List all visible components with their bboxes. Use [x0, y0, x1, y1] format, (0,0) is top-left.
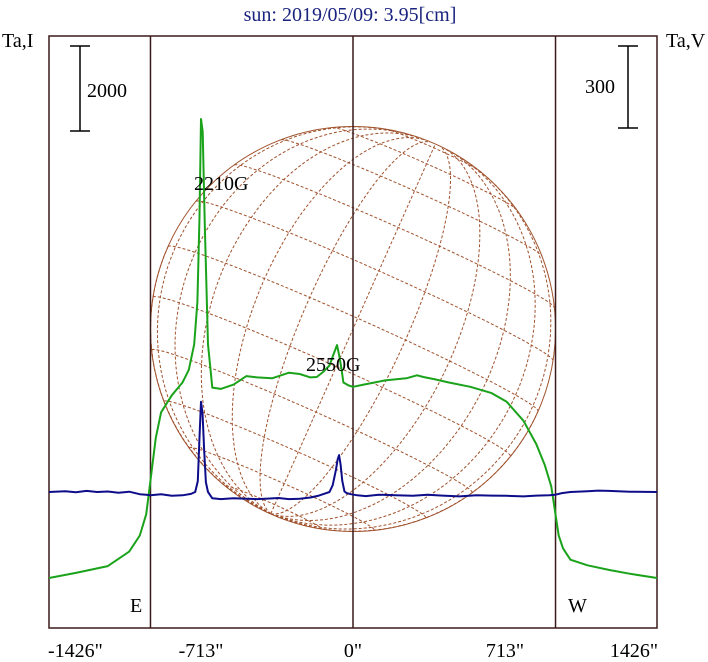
- latitude-line: [281, 139, 542, 256]
- longitude-line: [270, 170, 552, 530]
- longitude-line: [270, 146, 451, 515]
- solar-disk-grid: [149, 125, 557, 533]
- longitude-line: [174, 128, 410, 515]
- longitude-line: [270, 144, 436, 514]
- longitude-line: [270, 150, 511, 522]
- x-tick-label: 713": [486, 640, 524, 662]
- plot-frame: [48, 35, 658, 629]
- chart-title: sun: 2019/05/09: 3.95[cm]: [244, 4, 457, 26]
- longitude-line: [231, 136, 426, 515]
- latitude-line: [234, 164, 555, 308]
- longitude-line: [200, 132, 422, 515]
- series-v-line: [48, 400, 658, 501]
- longitude-line: [259, 141, 431, 515]
- east-limb-label: E: [130, 595, 142, 617]
- x-axis: -1426" -713" 0" 713" 1426": [48, 640, 658, 662]
- longitude-line: [156, 126, 387, 515]
- left-scale-bar-label: 2000: [87, 80, 127, 102]
- longitude-line: [270, 148, 481, 517]
- x-tick-label: 1426": [610, 640, 658, 662]
- right-scale-bar: 300: [585, 45, 638, 129]
- west-limb-label: W: [568, 595, 587, 617]
- series-layer: [48, 118, 658, 579]
- right-axis-label: Ta,V: [666, 30, 706, 52]
- longitude-line: [270, 156, 536, 526]
- left-scale-bar: 2000: [70, 45, 127, 132]
- x-tick-label: 0": [344, 640, 362, 662]
- annotation-2550g: 2550G: [306, 354, 360, 376]
- latitude-line: [332, 127, 517, 210]
- annotation-2210g: 2210G: [194, 173, 248, 195]
- left-axis-label: Ta,I: [2, 30, 33, 52]
- series-i-line: [48, 118, 658, 579]
- x-tick-label: -1426": [48, 640, 103, 662]
- right-scale-bar-label: 300: [585, 76, 615, 98]
- latitude-line: [386, 128, 480, 171]
- x-tick-label: -713": [179, 640, 224, 662]
